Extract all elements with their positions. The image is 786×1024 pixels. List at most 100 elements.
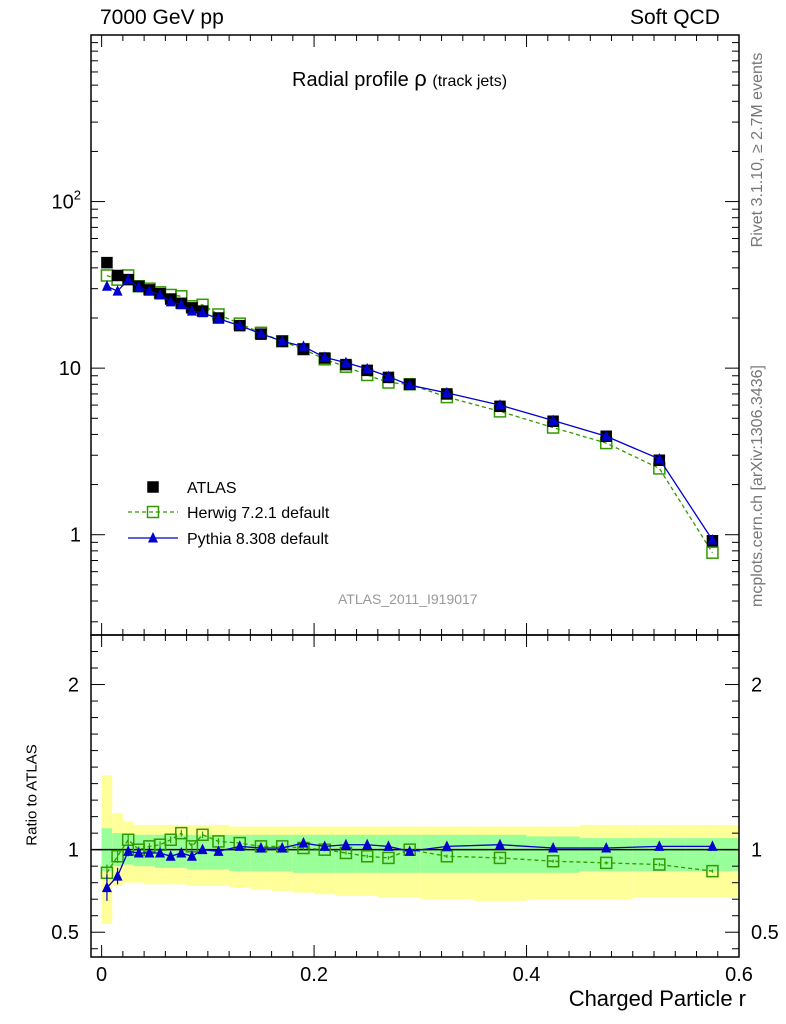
x-tick-label: 0.6 [725, 964, 753, 986]
herwig-ratio-marker [599, 856, 613, 870]
pythia-ratio-marker [340, 838, 351, 850]
pythia-main-marker [133, 281, 144, 292]
ratio-plot-frame [90, 634, 740, 958]
pythia-main-marker [298, 340, 309, 351]
atlas-data-marker [101, 256, 113, 269]
herwig-ratio-marker [546, 854, 560, 868]
pythia-main-marker [707, 533, 718, 545]
ratio-y-tick-label-right: 1 [751, 840, 762, 862]
pythia-ratio-marker [383, 840, 394, 851]
pythia-main-marker [234, 319, 245, 331]
x-tick-label: 0 [96, 964, 107, 986]
pythia-ratio-marker [112, 870, 123, 881]
pythia-main-marker [383, 370, 394, 382]
herwig-ratio-marker [382, 851, 395, 865]
ratio-y-tick-label-right: 0.5 [751, 922, 779, 944]
pythia-main-marker [112, 285, 123, 296]
pythia-main-marker [144, 285, 155, 296]
pythia-main-marker [176, 298, 187, 310]
legend-label: Herwig 7.2.1 default [187, 505, 330, 522]
plot-title-main: Radial profile [292, 69, 409, 91]
energy-label: 7000 GeV pp [100, 6, 224, 29]
pythia-ratio-marker [319, 840, 330, 851]
ratio-band-inner [229, 834, 251, 872]
pythia-ratio-marker [255, 842, 266, 853]
herwig-main-marker [706, 546, 719, 559]
pythia-ratio-marker [362, 838, 373, 850]
pythia-main-marker [494, 399, 505, 410]
pythia-ratio-marker [101, 881, 112, 893]
main-y-tick-label-exponent: 2 [74, 188, 81, 203]
ratio-plot-series [100, 826, 719, 901]
pythia-ratio-marker [123, 845, 134, 856]
herwig-ratio-marker [653, 858, 666, 871]
ratio-y-tick-label-right: 2 [751, 675, 762, 697]
herwig-ratio-marker [175, 826, 188, 840]
pythia-main-marker [101, 280, 112, 291]
x-axis-label: Charged Particle r [568, 986, 746, 1011]
plot-title-sub: (track jets) [432, 73, 508, 90]
ratio-axis-ticks [91, 634, 740, 957]
pythia-main-marker [340, 356, 351, 368]
x-tick-label: 0.2 [300, 964, 328, 986]
pythia-ratio-marker [654, 840, 665, 851]
pythia-main-line [106, 278, 713, 541]
herwig-ratio-marker [360, 850, 374, 863]
main-y-tick-label: 1 [70, 525, 81, 547]
ratio-y-tick-label: 2 [68, 675, 79, 697]
herwig-ratio-marker [111, 850, 124, 863]
pythia-ratio-marker [548, 842, 559, 853]
herwig-ratio-marker [164, 833, 177, 847]
main-y-tick-label: 10 [59, 358, 81, 380]
pythia-main-marker [277, 335, 288, 346]
analysis-id: ATLAS_2011_I919017 [338, 591, 478, 607]
atlas-data-marker [111, 269, 124, 282]
pythia-ratio-marker [707, 840, 718, 851]
pythia-ratio-marker [277, 842, 288, 853]
pythia-ratio-marker [298, 837, 309, 848]
herwig-ratio-line [106, 832, 713, 874]
pythia-ratio-marker [404, 845, 415, 856]
pythia-main-marker [319, 351, 330, 362]
pythia-ratio-marker [186, 850, 197, 861]
legend-label: Pythia 8.308 default [187, 531, 329, 548]
pythia-ratio-marker [197, 843, 208, 855]
plot-title: Radial profile ρ (track jets) [292, 66, 507, 92]
pythia-main-marker [362, 362, 373, 374]
pythia-main-marker [165, 295, 176, 307]
pythia-main-marker [197, 306, 208, 318]
pythia-ratio-marker [441, 840, 452, 851]
pythia-ratio-marker [213, 845, 224, 856]
legend-atlas-marker [147, 481, 159, 493]
pythia-main-marker [255, 327, 266, 339]
pythia-ratio-marker [234, 840, 245, 851]
pythia-ratio-marker [176, 846, 187, 858]
ratio-y-tick-label: 0.5 [51, 922, 79, 944]
herwig-ratio-marker [196, 828, 209, 842]
pythia-main-marker [213, 312, 224, 324]
pythia-main-marker [155, 288, 166, 300]
herwig-ratio-marker [493, 851, 507, 865]
pythia-ratio-marker [601, 842, 612, 853]
pythia-ratio-marker [494, 838, 505, 850]
pythia-ratio-marker [155, 846, 166, 858]
pythia-main-marker [548, 414, 559, 425]
pythia-main-marker [601, 430, 612, 441]
herwig-ratio-marker [706, 864, 719, 878]
pythia-ratio-marker [165, 850, 176, 861]
main-plot-series [100, 256, 719, 559]
pythia-main-marker [441, 386, 452, 398]
pythia-main-marker [404, 379, 415, 390]
ratio-y-tick-label: 1 [68, 840, 79, 862]
pythia-main-marker [654, 452, 665, 464]
axis-tick-labels: 1 10 102 0.5 0.5 1 1 2 2 0 0.2 0.4 0.6 [51, 188, 779, 986]
herwig-ratio-marker [121, 833, 135, 847]
x-tick-label: 0.4 [513, 964, 541, 986]
legend-label: ATLAS [187, 480, 237, 497]
legend-herwig-marker [146, 505, 160, 519]
pythia-main-marker [186, 305, 197, 316]
main-y-tick-label: 102 [52, 188, 81, 214]
plot-title-rho: ρ [414, 66, 427, 91]
pythia-ratio-marker [133, 846, 144, 858]
